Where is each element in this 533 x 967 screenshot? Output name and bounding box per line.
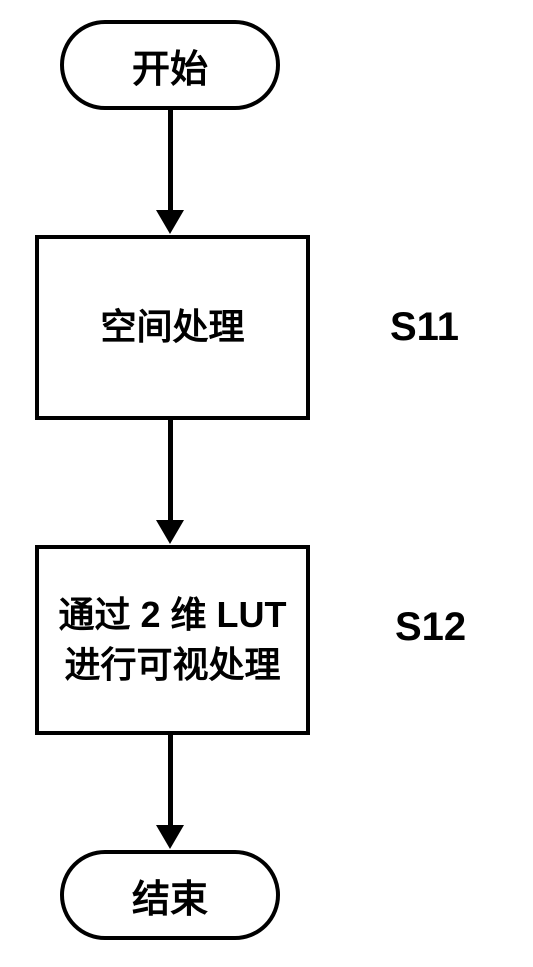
edge-s12-end-head (156, 825, 184, 849)
edge-start-s11-head (156, 210, 184, 234)
edge-s11-s12-head (156, 520, 184, 544)
start-label: 开始 (132, 38, 208, 93)
end-node: 结束 (60, 850, 280, 940)
edge-s11-s12 (168, 420, 173, 520)
end-label: 结束 (132, 868, 208, 923)
s11-step-label: S11 (390, 305, 459, 350)
s11-label: 空间处理 (100, 302, 244, 352)
start-node: 开始 (60, 20, 280, 110)
edge-start-s11 (168, 110, 173, 210)
s11-step-text: S11 (390, 305, 459, 349)
s12-node: 通过 2 维 LUT 进行可视处理 (35, 545, 310, 735)
edge-s12-end (168, 735, 173, 825)
flowchart-container: 开始 空间处理 S11 通过 2 维 LUT 进行可视处理 S12 结束 (0, 0, 533, 967)
s11-node: 空间处理 (35, 235, 310, 420)
s12-step-text: S12 (395, 605, 466, 649)
s12-step-label: S12 (395, 605, 466, 650)
s12-label: 通过 2 维 LUT 进行可视处理 (58, 590, 286, 691)
